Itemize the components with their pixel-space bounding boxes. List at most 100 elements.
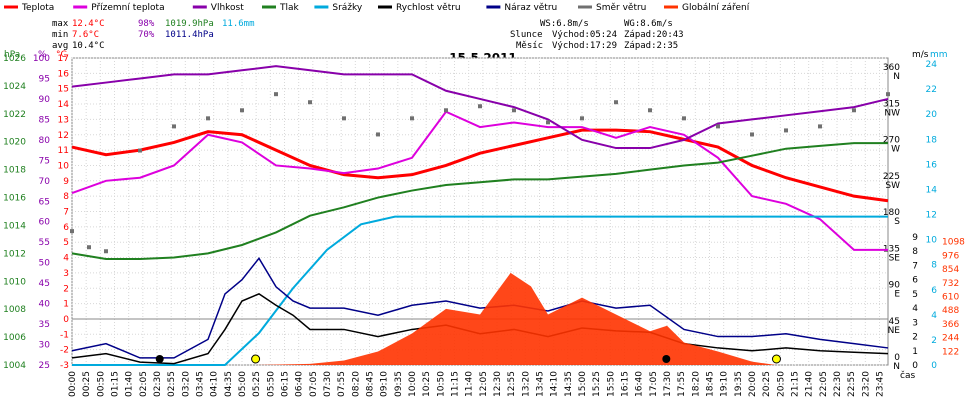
legend-label: Směr větru (596, 3, 646, 13)
tick-wind-ms: 4 (912, 304, 918, 314)
wind-dir-point (682, 116, 686, 121)
tick-humidity: 35 (39, 320, 50, 330)
stats-max-press: 1019.9hPa (165, 19, 214, 29)
tick-wind-ms: 3 (912, 318, 918, 328)
tick-radiation: 976 (942, 251, 959, 261)
tick-radiation: 732 (942, 279, 959, 289)
tick-humidity: 85 (39, 115, 50, 125)
tick-radiation: 488 (942, 306, 959, 316)
x-tick-label: 07:55 (337, 371, 347, 397)
wind-dir-point (716, 124, 720, 129)
x-tick-label: 14:10 (550, 371, 560, 397)
tick-pressure: 1026 (3, 54, 26, 64)
x-tick-label: 02:30 (153, 371, 163, 397)
x-tick-label: 01:15 (111, 371, 121, 397)
wind-dir-point (512, 108, 516, 113)
x-tick-label: 09:35 (394, 371, 404, 397)
wind-dir-point (546, 120, 550, 125)
tick-humidity: 55 (39, 238, 50, 248)
x-tick-label: 19:10 (720, 371, 730, 397)
tick-wind-dir: 90 (889, 281, 901, 291)
tick-pressure: 1008 (3, 305, 26, 315)
x-tick-label: 15:00 (578, 371, 588, 397)
series-p-zemn-teplota (71, 110, 888, 251)
wind-wg: WG:8.6m/s (624, 19, 673, 29)
tick-rain: 12 (926, 211, 937, 221)
tick-temperature: 10 (58, 161, 70, 171)
tick-wind-dir: 45 (889, 317, 900, 327)
x-tick-label: 00:50 (96, 371, 106, 397)
wind-dir-point (104, 249, 108, 254)
x-tick-label: 23:45 (876, 371, 886, 397)
tick-wind-ms: 6 (912, 276, 918, 286)
tick-wind-ms: 5 (912, 290, 918, 300)
wind-dir-point (886, 92, 890, 97)
x-tick-label: 12:55 (507, 371, 517, 397)
x-tick-label: 05:50 (266, 371, 276, 397)
tick-rain: 20 (926, 110, 938, 120)
tick-rain: 4 (931, 311, 937, 321)
x-tick-label: 22:30 (833, 371, 843, 397)
unit-cas: čas (900, 370, 915, 381)
tick-rain: 2 (931, 336, 937, 346)
x-tick-label: 00:25 (82, 371, 92, 397)
tick-pressure: 1022 (3, 110, 26, 120)
stats-min-hum: 70% (138, 30, 155, 40)
tick-humidity: 30 (39, 341, 51, 351)
wind-dir-point (648, 108, 652, 113)
tick-wind-dir-compass: W (891, 145, 900, 155)
wind-dir-point (784, 128, 788, 133)
unit-hpa: hPa (4, 50, 20, 60)
tick-pressure: 1018 (3, 166, 26, 176)
tick-humidity: 25 (39, 361, 50, 371)
x-tick-label: 12:05 (479, 371, 489, 397)
wind-dir-point (580, 116, 584, 121)
stats-avg-label: avg (52, 41, 68, 51)
tick-wind-ms: 2 (912, 333, 918, 343)
tick-wind-dir-compass: N (893, 362, 900, 372)
moon-rise: Východ:17:29 (552, 41, 617, 51)
tick-wind-dir: 225 (883, 172, 900, 182)
tick-pressure: 1014 (3, 221, 26, 231)
tick-wind-dir: 0 (894, 353, 900, 363)
tick-humidity: 65 (39, 197, 50, 207)
tick-temperature: 6 (63, 223, 69, 233)
tick-radiation: 1098 (942, 238, 965, 248)
wind-dir-point (274, 92, 278, 97)
x-tick-label: 08:20 (351, 371, 361, 397)
tick-temperature: -2 (60, 346, 69, 356)
series-glob-ln-z-en- (255, 272, 776, 365)
tick-radiation: 122 (942, 347, 959, 357)
x-tick-label: 02:55 (167, 371, 177, 397)
tick-humidity: 80 (39, 136, 51, 146)
wind-dir-point (614, 100, 618, 105)
tick-pressure: 1024 (3, 82, 26, 92)
tick-rain: 18 (926, 135, 938, 145)
tick-temperature: -3 (60, 361, 69, 371)
x-tick-label: 03:20 (181, 371, 191, 397)
tick-temperature: 2 (63, 284, 69, 294)
tick-humidity: 50 (39, 259, 51, 269)
tick-humidity: 90 (39, 95, 51, 105)
tick-temperature: 3 (63, 269, 69, 279)
x-tick-label: 15:50 (606, 371, 616, 397)
tick-temperature: 11 (58, 146, 69, 156)
legend-label: Tlak (279, 3, 300, 13)
x-tick-label: 11:15 (451, 371, 461, 397)
x-tick-label: 02:05 (139, 371, 149, 397)
wind-dir-point (444, 108, 448, 113)
moonrise-marker (662, 355, 671, 363)
tick-wind-dir-compass: S (894, 217, 900, 227)
x-tick-label: 17:05 (649, 371, 659, 397)
unit-ms: m/s (912, 50, 929, 60)
x-tick-label: 19:35 (734, 371, 744, 397)
tick-humidity: 60 (39, 218, 51, 228)
tick-temperature: 8 (63, 192, 69, 202)
wind-dir-point (87, 245, 91, 250)
tick-temperature: 15 (58, 85, 69, 95)
legend-label: Přízemní teplota (91, 3, 164, 13)
x-tick-label: 22:55 (847, 371, 857, 397)
tick-wind-dir-compass: SE (889, 253, 901, 263)
